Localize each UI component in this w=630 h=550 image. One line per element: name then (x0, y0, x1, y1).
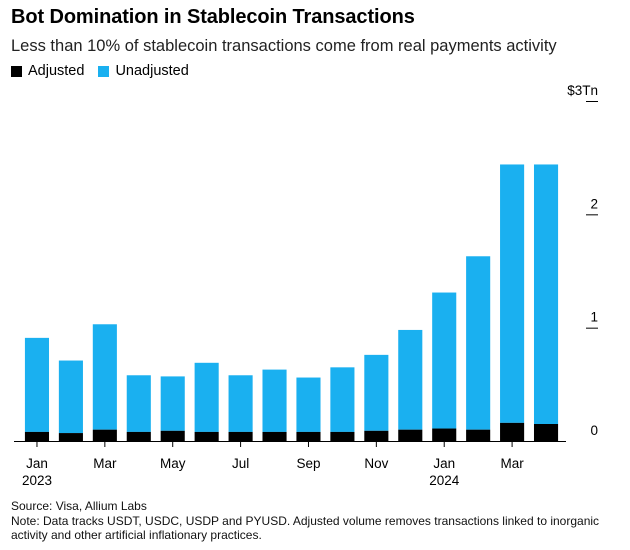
bar-adjusted-1 (58, 433, 83, 441)
bar-adjusted-8 (296, 431, 321, 441)
legend-swatch-adjusted (11, 65, 22, 77)
y-axis: 0 1 2 $3Tn (567, 83, 598, 438)
legend-item-adjusted: Adjusted (11, 63, 84, 79)
bar-unadjusted-1 (58, 360, 83, 434)
y-tick-label-2: 2 (590, 196, 598, 211)
bar-adjusted-5 (194, 431, 219, 441)
x-tick-label-2: May (160, 456, 186, 471)
bar-group (24, 164, 559, 441)
bar-unadjusted-5 (194, 362, 219, 432)
bar-adjusted-2 (92, 429, 117, 441)
y-tick-label-1: 1 (590, 310, 598, 325)
x-tick-label-6: Jan (433, 456, 455, 471)
bar-unadjusted-4 (160, 376, 185, 431)
bar-unadjusted-12 (432, 292, 457, 429)
x-tick-label-3: Jul (232, 456, 249, 471)
bar-unadjusted-6 (228, 375, 253, 432)
bar-unadjusted-0 (24, 337, 50, 432)
x-tick-year-6: 2024 (429, 473, 460, 488)
chart-title: Bot Domination in Stablecoin Transaction… (11, 6, 415, 28)
bar-adjusted-4 (160, 430, 185, 441)
bar-adjusted-3 (126, 431, 151, 441)
bar-unadjusted-14 (500, 164, 525, 423)
footer: Source: Visa, Allium Labs Note: Data tra… (11, 499, 611, 543)
x-axis: Jan 2023 Mar May Jul Sep Nov Jan 2024 Mar (14, 441, 566, 488)
bar-unadjusted-7 (262, 369, 287, 432)
bar-unadjusted-9 (330, 367, 355, 432)
bar-adjusted-7 (262, 431, 287, 441)
bar-adjusted-0 (24, 431, 50, 441)
legend-item-unadjusted: Unadjusted (98, 63, 189, 79)
bar-adjusted-13 (466, 429, 491, 441)
bar-unadjusted-11 (398, 329, 423, 430)
x-tick-label-0: Jan (26, 456, 48, 471)
bar-adjusted-14 (500, 422, 525, 441)
y-tick-label-3: $3Tn (567, 83, 598, 98)
y-tick-label-0: 0 (590, 423, 598, 438)
legend: Adjusted Unadjusted (11, 63, 203, 79)
x-tick-label-4: Sep (296, 456, 320, 471)
bar-adjusted-12 (432, 428, 457, 441)
x-tick-label-7: Mar (500, 456, 524, 471)
bar-unadjusted-2 (92, 324, 117, 430)
bar-adjusted-6 (228, 431, 253, 441)
data-note: Note: Data tracks USDT, USDC, USDP and P… (11, 513, 600, 543)
legend-swatch-unadjusted (98, 65, 110, 77)
bar-unadjusted-13 (466, 256, 491, 430)
bar-adjusted-11 (398, 429, 423, 441)
bar-unadjusted-15 (533, 164, 559, 424)
legend-label-unadjusted: Unadjusted (115, 63, 189, 79)
bar-adjusted-15 (533, 424, 559, 441)
chart-subtitle: Less than 10% of stablecoin transactions… (11, 37, 557, 55)
source-note: Source: Visa, Allium Labs (11, 499, 147, 513)
bar-unadjusted-3 (126, 375, 151, 432)
bar-unadjusted-10 (364, 354, 389, 431)
x-tick-year-0: 2023 (22, 473, 52, 488)
bar-unadjusted-8 (296, 377, 321, 432)
bar-adjusted-10 (364, 430, 389, 441)
bar-adjusted-9 (330, 431, 355, 441)
legend-label-adjusted: Adjusted (28, 63, 85, 79)
x-tick-label-1: Mar (93, 456, 117, 471)
x-tick-label-5: Nov (364, 456, 388, 471)
